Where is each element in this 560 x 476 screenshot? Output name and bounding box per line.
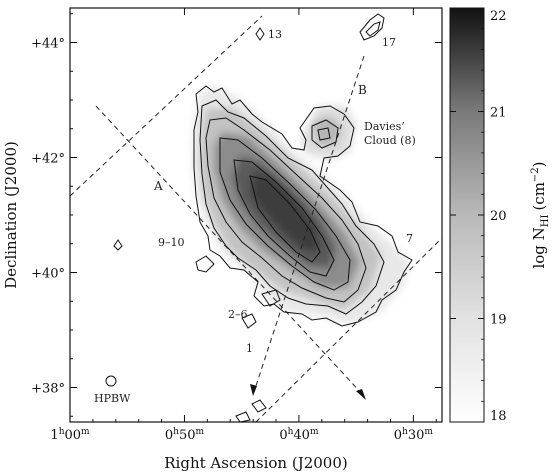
contour-6: [249, 175, 321, 263]
annotation-hpbw: HPBW: [94, 392, 131, 405]
contour-5: [233, 159, 335, 277]
contour-small-3: [261, 289, 281, 307]
colorbar-label-sub: HI: [540, 214, 551, 227]
strip-upper-boundary: [70, 15, 263, 197]
hpbw-beam-circle: [105, 375, 117, 387]
x-axis: 1h00m 0h50m 0h40m 0h30m: [50, 8, 437, 443]
contour-17-inner: [365, 21, 381, 37]
x-axis-title: Right Ascension (J2000): [164, 454, 347, 472]
y-axis: +38° +40° +42° +44°: [31, 13, 442, 417]
contour-outer: [193, 85, 413, 327]
contour-17: [359, 13, 385, 41]
cut-b-arrowhead: [250, 384, 257, 396]
colorbar-label: log NHI (cm−2): [530, 161, 551, 268]
contour-small-6: [241, 313, 257, 329]
map-plot: 13 17 B Davies’ Cloud (8) A 9–10 7 2–6 1…: [70, 8, 442, 422]
contour-3: [205, 117, 367, 303]
guide-lines: [70, 15, 442, 422]
x-tick-label: 1h00m: [50, 427, 90, 443]
y-tick-label: +44°: [31, 37, 65, 52]
contour-4: [219, 137, 351, 291]
contour-13: [255, 27, 265, 41]
annotation-2-6: 2–6: [228, 308, 248, 321]
x-tick-label: 0h40m: [279, 427, 319, 443]
annotation-a: A: [153, 179, 163, 193]
y-tick-label: +42°: [31, 152, 65, 167]
colorbar-label-open: (cm: [530, 182, 548, 210]
contour-davies-core: [317, 127, 331, 141]
annotation-17: 17: [382, 36, 396, 49]
colorbar-tick-label: 20: [490, 209, 507, 224]
hi-column-density-map: [192, 86, 410, 324]
colorbar-tick-label: 21: [490, 106, 507, 121]
annotation-b: B: [358, 83, 367, 97]
annotation-9-10: 9–10: [158, 236, 185, 249]
contour-small-4: [251, 399, 267, 413]
annotation-1: 1: [246, 342, 253, 355]
contour-small-1: [113, 239, 123, 251]
y-tick-label: +40°: [31, 267, 65, 282]
contour-2: [199, 99, 385, 315]
contour-small-5: [235, 411, 251, 422]
cut-line-b: [253, 55, 365, 393]
colorbar-label-main: log N: [530, 227, 548, 268]
contour-small-2: [195, 255, 215, 273]
colorbar-tick-label: 22: [490, 9, 507, 24]
x-tick-label: 0h30m: [394, 427, 434, 443]
colorbar-tick-label: 18: [490, 409, 507, 424]
contours: [113, 13, 413, 422]
x-tick-label: 0h50m: [165, 427, 205, 443]
annotation-davies-line1: Davies’: [364, 120, 405, 133]
y-tick-label: +38°: [31, 382, 65, 397]
colorbar-label-close: ): [530, 161, 548, 167]
y-axis-title: Declination (J2000): [2, 141, 20, 289]
annotation-7: 7: [406, 232, 413, 245]
strip-lower-boundary: [255, 237, 442, 422]
cut-line-a: [95, 105, 365, 397]
colorbar-label-exp: −2: [530, 167, 541, 182]
colorbar-ticks: 18 19 20 21 22: [450, 7, 507, 424]
colorbar-tick-label: 19: [490, 313, 507, 328]
annotation-davies-line2: Cloud (8): [364, 134, 416, 147]
annotation-13: 13: [268, 28, 282, 41]
colorbar: 18 19 20 21 22 log NHI (cm−2): [449, 7, 551, 424]
cut-a-arrowhead: [356, 389, 366, 400]
